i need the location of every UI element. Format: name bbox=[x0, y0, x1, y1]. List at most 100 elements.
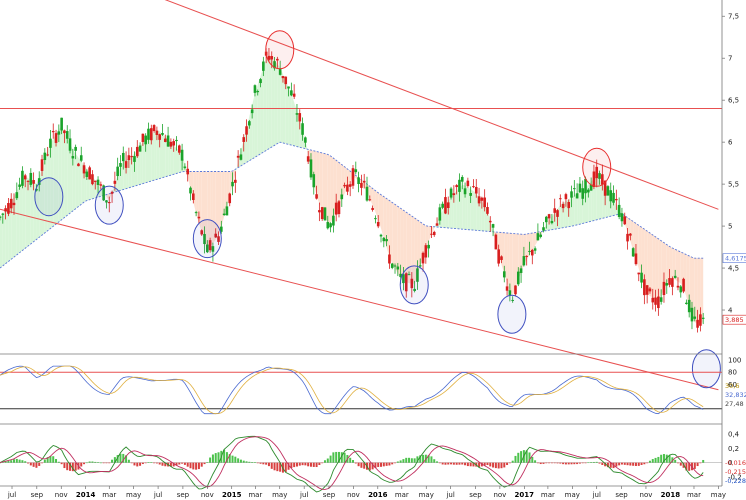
candle-body bbox=[651, 297, 655, 303]
macd-histogram-bar bbox=[332, 452, 335, 463]
candle-body bbox=[483, 197, 486, 208]
macd-histogram-bar bbox=[133, 462, 136, 466]
x-tick-label: sep bbox=[469, 491, 482, 499]
candle-body bbox=[371, 207, 374, 210]
candle-body bbox=[7, 203, 10, 214]
macd-histogram-bar bbox=[211, 454, 214, 463]
macd-histogram-bar bbox=[385, 462, 388, 466]
candle-body bbox=[699, 314, 702, 326]
ma-band-fill bbox=[170, 142, 174, 176]
x-tick-label: may bbox=[565, 491, 580, 499]
ma-band-fill bbox=[322, 152, 325, 217]
macd-histogram-bar bbox=[262, 462, 265, 465]
ma-band-fill bbox=[338, 162, 342, 206]
candle-body bbox=[564, 194, 568, 200]
macd-histogram-bar bbox=[164, 462, 167, 467]
macd-histogram-bar bbox=[186, 462, 189, 467]
ma-band-fill bbox=[470, 189, 474, 231]
candle-body bbox=[497, 249, 500, 264]
ma-band-fill bbox=[257, 75, 261, 156]
ma-band-fill bbox=[428, 226, 432, 242]
macd-histogram-bar bbox=[693, 462, 696, 469]
candle-body bbox=[250, 109, 254, 114]
candle-body bbox=[4, 208, 7, 212]
macd-histogram-bar bbox=[234, 456, 237, 463]
macd-histogram-bar bbox=[43, 459, 46, 463]
candle-body bbox=[578, 183, 582, 193]
candle-body bbox=[337, 201, 341, 215]
candle-body bbox=[192, 193, 195, 200]
candle-body bbox=[502, 271, 506, 278]
macd-histogram-bar bbox=[228, 454, 231, 463]
macd-histogram-bar bbox=[441, 462, 444, 465]
candle-body bbox=[553, 208, 557, 213]
macd-histogram-bar bbox=[430, 456, 433, 463]
candle-body bbox=[21, 170, 24, 186]
candle-body bbox=[617, 204, 621, 217]
candle-body bbox=[519, 268, 523, 273]
macd-histogram-bar bbox=[486, 462, 489, 466]
macd-histogram-bar bbox=[66, 462, 69, 471]
candle-body bbox=[522, 256, 526, 266]
macd-histogram-bar bbox=[469, 462, 472, 467]
candle-body bbox=[362, 180, 366, 183]
ma-band-fill bbox=[109, 192, 113, 201]
ma-band-fill bbox=[487, 209, 491, 232]
macd-value-label: -0,215 bbox=[725, 468, 746, 476]
ma-band-fill bbox=[546, 220, 550, 231]
y-tick-label: 6 bbox=[728, 139, 733, 147]
y-tick-label: 0,4 bbox=[728, 431, 740, 439]
macd-histogram-bar bbox=[559, 462, 562, 464]
macd-histogram-bar bbox=[380, 462, 383, 467]
candle-body bbox=[133, 156, 136, 162]
candle-body bbox=[135, 146, 139, 157]
candle-body bbox=[659, 297, 663, 302]
ma-band-fill bbox=[347, 168, 351, 188]
candle-body bbox=[612, 192, 615, 203]
macd-histogram-bar bbox=[450, 462, 453, 465]
macd-histogram-bar bbox=[489, 462, 492, 467]
macd-histogram-bar bbox=[590, 462, 593, 463]
ma-band-fill bbox=[378, 192, 382, 229]
macd-histogram-bar bbox=[136, 462, 139, 467]
macd-histogram-bar bbox=[556, 462, 559, 464]
ma-band-fill bbox=[42, 158, 45, 236]
ma-band-fill bbox=[56, 129, 59, 225]
macd-histogram-bar bbox=[155, 462, 158, 464]
candle-body bbox=[51, 130, 55, 133]
candle-body bbox=[158, 134, 161, 140]
macd-histogram-bar bbox=[634, 462, 637, 466]
ma-band-fill bbox=[154, 130, 157, 181]
macd-histogram-bar bbox=[267, 462, 270, 467]
macd-histogram-bar bbox=[21, 460, 24, 463]
x-tick-label: nov bbox=[201, 491, 214, 499]
candle-body bbox=[203, 233, 206, 245]
macd-histogram-bar bbox=[49, 456, 52, 463]
current-price-badge: 3,885 bbox=[725, 316, 744, 324]
ma-band-fill bbox=[249, 104, 253, 161]
x-tick-label: nov bbox=[640, 491, 653, 499]
candle-body bbox=[267, 55, 271, 60]
candle-body bbox=[147, 128, 150, 140]
macd-histogram-bar bbox=[125, 455, 128, 463]
candle-body bbox=[206, 244, 209, 253]
ma-band-fill bbox=[61, 126, 65, 220]
ma-band-fill bbox=[316, 151, 320, 204]
candle-body bbox=[332, 215, 335, 226]
macd-histogram-bar bbox=[7, 460, 10, 463]
macd-histogram-bar bbox=[74, 462, 77, 471]
candle-body bbox=[141, 133, 145, 142]
candle-body bbox=[234, 179, 237, 183]
candle-body bbox=[225, 206, 229, 216]
candle-body bbox=[32, 180, 35, 184]
macd-histogram-bar bbox=[534, 460, 537, 463]
candle-body bbox=[589, 184, 593, 191]
macd-histogram-bar bbox=[685, 462, 688, 471]
ma-band-fill bbox=[151, 132, 155, 182]
candle-body bbox=[180, 149, 184, 161]
macd-histogram-bar bbox=[371, 462, 374, 470]
candle-body bbox=[525, 255, 528, 257]
candle-body bbox=[211, 246, 215, 252]
candle-body bbox=[130, 156, 133, 158]
macd-histogram-bar bbox=[651, 459, 654, 463]
